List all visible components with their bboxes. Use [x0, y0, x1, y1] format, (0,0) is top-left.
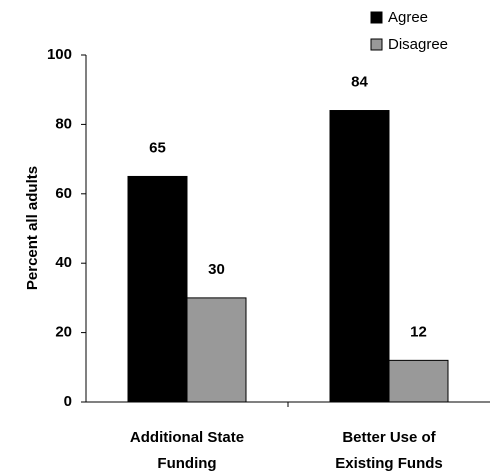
value-label: 84: [351, 73, 368, 90]
y-tick-label: 40: [55, 254, 72, 271]
y-axis-label: Percent all adults: [24, 166, 41, 290]
value-label: 12: [410, 323, 427, 340]
value-label: 65: [149, 139, 166, 156]
bar: [388, 359, 449, 403]
y-tick-label: 80: [55, 115, 72, 132]
bar: [186, 297, 247, 403]
x-tick-label: Existing Funds: [335, 455, 443, 472]
value-label: 30: [208, 261, 225, 278]
y-tick-label: 100: [47, 46, 72, 63]
y-tick-label: 60: [55, 185, 72, 202]
legend-text: Disagree: [388, 36, 448, 53]
x-tick-label: Funding: [157, 455, 216, 472]
legend-swatch: [370, 38, 383, 51]
bar: [329, 110, 390, 403]
bar: [127, 175, 188, 403]
x-tick-label: Better Use of: [342, 429, 436, 446]
y-tick-label: 20: [55, 324, 72, 341]
x-tick-label: Additional State: [130, 429, 244, 446]
legend-text: Agree: [388, 9, 428, 26]
legend-swatch: [370, 11, 383, 24]
y-tick-label: 0: [64, 393, 72, 410]
